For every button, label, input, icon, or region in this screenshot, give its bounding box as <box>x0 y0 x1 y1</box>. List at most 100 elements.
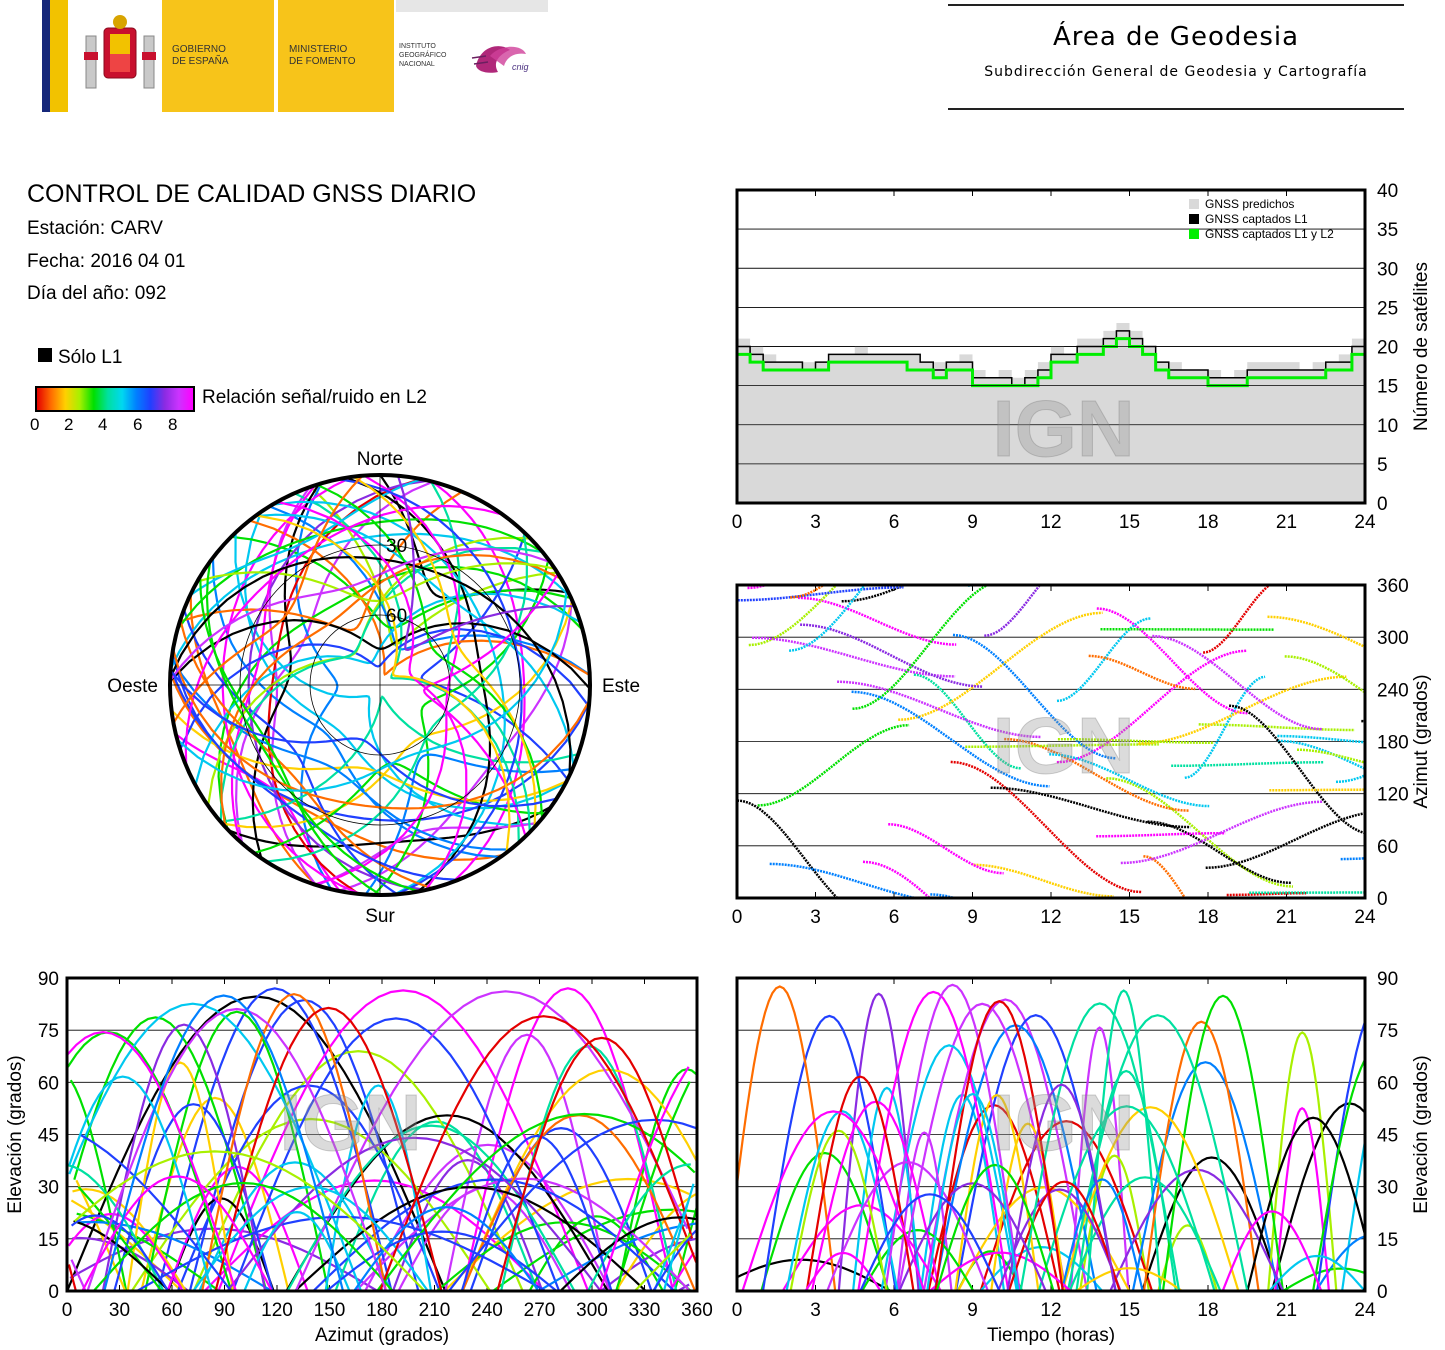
sky-track <box>396 475 575 652</box>
y-tick-label: 75 <box>1377 1021 1398 1042</box>
y-tick-label: 0 <box>48 1282 59 1303</box>
y-tick-label: 90 <box>38 969 59 990</box>
azimuth-track <box>852 585 991 711</box>
elev-time-track <box>896 1131 953 1291</box>
header-bottom-rule <box>948 108 1404 110</box>
elev-time-track <box>934 1000 1064 1291</box>
azimuth-track <box>1171 761 1324 768</box>
elev-time-track <box>1267 1031 1338 1291</box>
ign-watermark: IGN <box>992 1078 1134 1167</box>
azimuth-track <box>1226 891 1307 897</box>
elev-time-track <box>1268 1254 1365 1291</box>
x-tick-label: 6 <box>889 512 900 533</box>
x-tick-label: 15 <box>1119 907 1140 928</box>
sky-track <box>337 478 523 895</box>
x-tick-label: 6 <box>889 1300 900 1321</box>
y-tick-label: 120 <box>1377 785 1409 806</box>
x-tick-label: 0 <box>732 907 743 928</box>
y-tick-label: 15 <box>1377 1230 1398 1251</box>
north-label: Norte <box>357 449 403 470</box>
elev-az-track <box>70 990 689 1291</box>
x-tick-label: 24 <box>1354 907 1376 928</box>
azimuth-track <box>1284 655 1365 694</box>
elev-time-track <box>1274 1107 1330 1291</box>
elev-time-track <box>1061 1106 1240 1291</box>
x-tick-label: 12 <box>1040 907 1061 928</box>
plot-border <box>65 976 699 1293</box>
sky-track <box>182 609 398 895</box>
azimuth-track <box>797 596 957 646</box>
elev-time-track <box>1221 1210 1323 1291</box>
gobierno-line2: DE ESPAÑA <box>172 56 229 67</box>
azimuth-track <box>788 585 867 652</box>
elev-az-track <box>312 1178 675 1291</box>
x-tick-label: 24 <box>1354 512 1376 533</box>
azimuth-track <box>990 786 1191 829</box>
elev-time-track <box>859 1193 1001 1291</box>
elev-time-track <box>1282 1267 1365 1291</box>
elev-time-track <box>837 992 920 1291</box>
elevation-azimuth-plot: 0 15 30 45 60 75 90 0 30 60 90 120 150 180 210 240 270 30… <box>5 969 713 1346</box>
elev-time-track <box>826 1160 990 1291</box>
snr-tick-6: 6 <box>133 415 143 434</box>
azimuth-track <box>965 743 1159 748</box>
y-tick-label: 45 <box>38 1126 59 1147</box>
area-subtitle: Subdirección General de Geodesia y Carto… <box>984 64 1368 80</box>
azimuth-track <box>1004 737 1189 812</box>
elev-az-track <box>444 1033 610 1291</box>
captured-line-2 <box>737 337 1367 388</box>
elev-az-track <box>81 1175 273 1291</box>
x-tick-label: 9 <box>967 1300 978 1321</box>
azimuth-track <box>973 863 1114 898</box>
elev-az-track <box>201 992 387 1291</box>
y-tick-label: 60 <box>1377 837 1398 858</box>
ign-watermark: IGN <box>992 701 1134 790</box>
elev-time-track <box>1161 994 1284 1291</box>
elev-az-track <box>67 1030 690 1291</box>
azimuth-track <box>1152 634 1322 731</box>
sky-track <box>179 628 590 750</box>
sky-track <box>211 557 501 859</box>
x-tick-label: 270 <box>524 1300 556 1321</box>
elev-time-track <box>1075 1267 1183 1291</box>
legend-swatch <box>1189 214 1199 224</box>
x-tick-label: 3 <box>810 1300 821 1321</box>
y-tick-label: 90 <box>1377 969 1398 990</box>
legend-label: GNSS captados L1 <box>1205 212 1308 226</box>
y-tick-label: 25 <box>1377 298 1398 319</box>
x-tick-label: 3 <box>810 907 821 928</box>
header-top-rule <box>948 4 1404 6</box>
elev-time-track <box>789 1129 888 1291</box>
elev-time-track <box>852 1086 922 1291</box>
elev-time-track <box>1109 1168 1285 1291</box>
flag-stripe-yellow <box>50 0 68 112</box>
elev-az-track <box>355 1177 691 1291</box>
elev-az-track <box>130 1117 492 1291</box>
elev-az-track <box>286 1124 576 1291</box>
elevation-time-plot: 0 15 30 45 60 75 90 0 3 6 9 12 15 18 21 24 IGN Tiempo (ho… <box>732 969 1432 1346</box>
sky-track <box>220 553 562 828</box>
azimuth-track <box>1202 585 1272 654</box>
azimuth-track <box>1088 654 1196 691</box>
azimuth-track <box>1049 753 1210 808</box>
y-tick-label: 0 <box>1377 1282 1388 1303</box>
x-tick-label: 15 <box>1119 512 1140 533</box>
y-tick-label: 30 <box>1377 1178 1398 1199</box>
elev-az-track <box>231 1017 561 1291</box>
azimuth-time-chart: 0 60 120 180 240 300 360 0 3 6 9 12 15 18 21 24 IGN Azimu… <box>732 576 1432 928</box>
horizon-circle <box>168 473 592 897</box>
ign-line3: NACIONAL <box>399 61 435 68</box>
elev-time-track <box>897 1002 1067 1291</box>
sky-track <box>172 648 590 810</box>
elev-time-track <box>898 1182 1047 1291</box>
south-label: Sur <box>365 906 395 927</box>
elev-az-track <box>126 1061 234 1291</box>
y-axis-label: Número de satélites <box>1411 262 1432 431</box>
cnig-logo-text: cnig <box>512 62 529 72</box>
sky-track <box>170 555 572 776</box>
y-tick-label: 40 <box>1377 181 1398 202</box>
ign-line2: GEOGRÁFICO <box>399 52 447 59</box>
legend-swatch <box>1189 229 1199 239</box>
x-tick-label: 15 <box>1119 1300 1140 1321</box>
snr-tick-4: 4 <box>98 415 108 434</box>
